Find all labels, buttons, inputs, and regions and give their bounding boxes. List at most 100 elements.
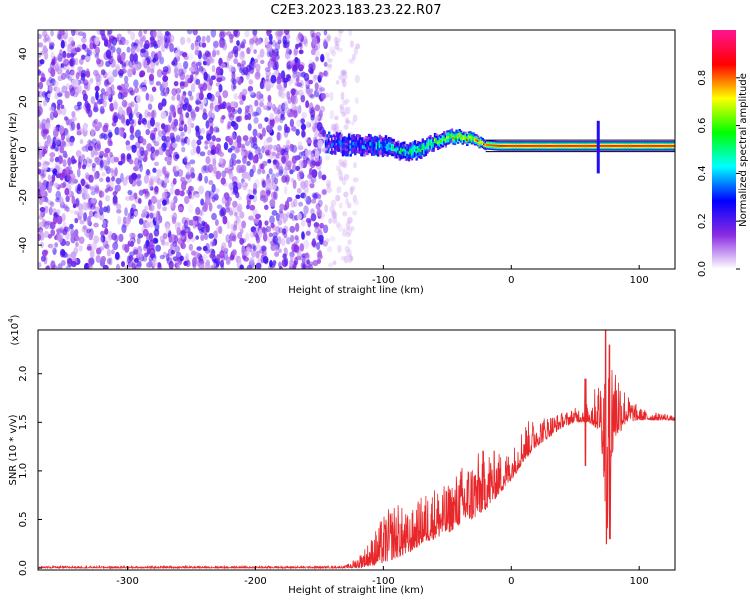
x-tick-label: -100 <box>372 576 395 587</box>
spectrogram-cell <box>180 230 186 236</box>
spectrogram-cell <box>230 223 235 231</box>
spectrogram-cell <box>251 136 257 142</box>
spectrogram-cell <box>440 139 443 143</box>
spectrogram-cell <box>339 107 345 115</box>
spectrogram-cell <box>607 145 610 147</box>
spectrogram-cell <box>130 31 136 41</box>
spectrogram-cell <box>133 192 138 200</box>
spectrogram-cell <box>343 173 350 181</box>
spectrogram-cell <box>227 135 233 141</box>
spectrogram-cell <box>305 217 312 224</box>
colorbar-tick-label: 0.6 <box>697 118 708 134</box>
spectrogram-cell <box>205 249 210 254</box>
spectrogram-cell <box>69 87 76 97</box>
spectrogram-cell <box>38 69 42 75</box>
spectrogram-cell <box>101 33 106 41</box>
y-tick-label: 0 <box>18 146 29 152</box>
spectrogram-cell <box>463 136 466 139</box>
spectrogram-cell <box>261 145 265 154</box>
spectrogram-cell <box>232 84 237 90</box>
spectrogram-cell <box>651 145 655 147</box>
spectrogram-cell <box>238 257 242 265</box>
spectrogram-cell <box>94 149 98 156</box>
spectrogram-cell <box>216 143 221 151</box>
x-tick-label: 0 <box>508 275 514 286</box>
spectrogram-cell <box>108 93 113 103</box>
spectrogram-cell <box>251 250 257 258</box>
spectrogram-cell <box>314 132 319 138</box>
spectrogram-cell <box>118 39 123 45</box>
spectrogram-cell <box>467 136 471 139</box>
y-tick-label: 2.0 <box>18 366 29 382</box>
spectrogram-cell <box>307 173 313 180</box>
spectrogram-cell <box>347 216 353 224</box>
spectrogram-cell <box>53 110 58 117</box>
spectrogram-cell <box>75 150 82 158</box>
spectrogram-cell <box>613 145 616 147</box>
spectrogram-cell <box>258 152 263 160</box>
spectrogram-cell <box>194 106 200 113</box>
spectrogram-cell <box>647 145 650 147</box>
y-tick-label: -40 <box>18 237 29 253</box>
spectrogram-cell <box>271 209 278 216</box>
spectrogram-cell <box>173 80 179 87</box>
spectrogram-cell <box>88 140 95 150</box>
spectrogram-cell <box>387 144 391 148</box>
spectrogram-cell <box>144 109 150 118</box>
spectrogram-cell <box>150 195 157 205</box>
spectrogram-cell <box>395 148 398 152</box>
spectrogram-cell <box>209 125 214 135</box>
spectrogram-cell <box>52 215 58 225</box>
spectrogram-cell <box>100 230 105 237</box>
spectrogram-cell <box>169 187 174 195</box>
spectrogram-cell <box>300 192 307 199</box>
spectrogram-cell <box>66 173 71 181</box>
spectrogram-cell <box>269 198 276 208</box>
spectrogram-cell <box>55 190 62 201</box>
spectrogram-cell <box>240 164 247 174</box>
spectrogram-cell <box>207 121 214 128</box>
spectrogram-cell <box>297 32 303 40</box>
spectrogram-cell <box>369 142 372 146</box>
spectrogram-cell <box>191 63 198 72</box>
spectrogram-cell <box>173 165 180 172</box>
spectrogram-cell <box>143 43 150 50</box>
spectrogram-cell <box>124 243 130 253</box>
spectrogram-cell <box>78 31 84 37</box>
spectrogram-cell <box>63 58 70 67</box>
spectrogram-cell <box>210 30 217 38</box>
spectrogram-cell <box>56 215 63 225</box>
spectrogram-cell <box>213 230 218 240</box>
spectrogram-cell <box>656 145 659 147</box>
spectrogram-cell <box>231 206 237 213</box>
spectrogram-cell <box>277 125 283 131</box>
spectrogram-cell <box>38 150 43 160</box>
spectrogram-cell <box>269 215 275 224</box>
spectrogram-cell <box>347 58 353 64</box>
spectrogram-cell <box>264 80 271 88</box>
spectrogram-cell <box>134 157 140 167</box>
spectrogram-cell <box>374 143 377 148</box>
spectrogram-cell <box>292 109 299 118</box>
spectrogram-cell <box>221 115 226 120</box>
x-tick-label: -200 <box>244 576 267 587</box>
spectrogram-cell <box>69 70 75 80</box>
spectrogram-cell <box>653 145 656 147</box>
spectrogram-cell <box>324 142 328 146</box>
spectrogram-cell <box>296 35 301 43</box>
spectrogram-cell <box>410 150 414 154</box>
spectrogram-cell <box>507 145 510 147</box>
spectrogram-cell <box>290 234 295 243</box>
spectrogram-cell <box>275 35 282 41</box>
spectrogram-cell <box>147 111 152 117</box>
spectrogram-cell <box>108 131 113 138</box>
snr-background <box>38 330 675 570</box>
spectrogram-cell <box>148 93 154 103</box>
spectrogram-cell <box>105 236 112 244</box>
spectrogram-cell <box>322 224 329 234</box>
spectrogram-cell <box>89 36 94 46</box>
spectrogram-cell <box>270 74 277 84</box>
spectrogram-cell <box>608 145 612 147</box>
spectrogram-cell <box>216 77 223 83</box>
spectrogram-cell <box>308 178 314 184</box>
